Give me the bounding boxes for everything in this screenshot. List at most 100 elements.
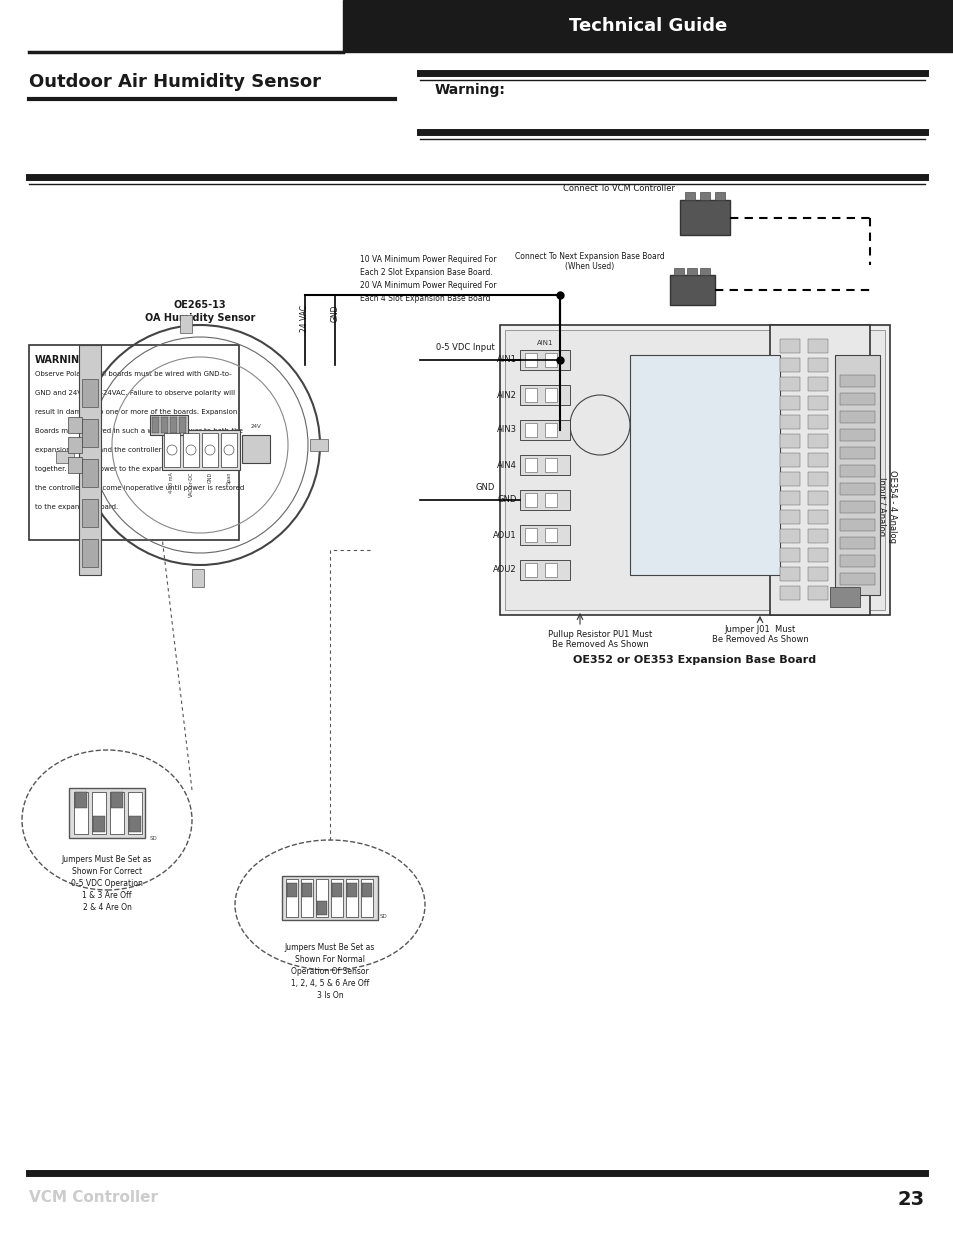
Text: expansion boards and the controller are always powered: expansion boards and the controller are … bbox=[35, 447, 233, 453]
Text: OE265-13: OE265-13 bbox=[173, 300, 226, 310]
Bar bbox=[110, 792, 124, 834]
Text: Jumpers Must Be Set as: Jumpers Must Be Set as bbox=[285, 944, 375, 952]
Bar bbox=[332, 883, 341, 897]
Bar bbox=[179, 417, 186, 433]
Bar bbox=[331, 879, 343, 918]
Bar bbox=[82, 499, 98, 527]
Text: AIN1: AIN1 bbox=[497, 356, 517, 364]
Text: Jumpers Must Be Set as: Jumpers Must Be Set as bbox=[62, 855, 152, 864]
Text: WARNING!!: WARNING!! bbox=[35, 354, 97, 366]
Bar bbox=[780, 415, 800, 429]
Bar bbox=[807, 548, 827, 562]
Bar bbox=[840, 429, 874, 441]
Bar bbox=[780, 433, 800, 448]
Text: GND: GND bbox=[476, 483, 495, 492]
Bar bbox=[56, 451, 74, 463]
Bar bbox=[840, 375, 874, 387]
Bar bbox=[29, 345, 239, 540]
Text: Each 2 Slot Expansion Base Board.: Each 2 Slot Expansion Base Board. bbox=[359, 268, 493, 277]
Bar bbox=[79, 345, 101, 576]
Text: together. Loss of power to the expansion board will cause: together. Loss of power to the expansion… bbox=[35, 466, 236, 472]
Text: the controller to become inoperative until power is restored: the controller to become inoperative unt… bbox=[35, 485, 244, 492]
Bar bbox=[360, 879, 373, 918]
Text: OE354 - 4 Analog
Input / Analog
Output Board: OE354 - 4 Analog Input / Analog Output B… bbox=[866, 471, 896, 543]
Bar bbox=[807, 358, 827, 372]
Bar bbox=[361, 883, 372, 897]
Bar bbox=[807, 453, 827, 467]
Bar bbox=[840, 537, 874, 550]
Bar bbox=[524, 353, 537, 367]
Bar bbox=[519, 350, 569, 370]
Bar bbox=[242, 435, 270, 463]
Bar bbox=[221, 433, 236, 467]
Text: 24V: 24V bbox=[251, 424, 261, 429]
Bar bbox=[302, 883, 312, 897]
Text: Warning:: Warning: bbox=[435, 83, 505, 98]
Bar bbox=[524, 493, 537, 508]
Text: Jumper J01  Must
Be Removed As Shown: Jumper J01 Must Be Removed As Shown bbox=[711, 625, 807, 645]
Text: AOU2: AOU2 bbox=[493, 566, 517, 574]
Text: 3 Is On: 3 Is On bbox=[316, 990, 343, 1000]
Bar bbox=[544, 458, 557, 472]
Text: GND: GND bbox=[208, 472, 213, 483]
Bar bbox=[700, 191, 709, 200]
Bar bbox=[780, 585, 800, 600]
Bar bbox=[544, 493, 557, 508]
Bar bbox=[74, 792, 88, 834]
Bar bbox=[679, 200, 729, 235]
Text: result in damage to one or more of the boards. Expansion: result in damage to one or more of the b… bbox=[35, 409, 237, 415]
Text: VAC-or-DC: VAC-or-DC bbox=[189, 472, 193, 498]
Bar bbox=[840, 483, 874, 495]
Bar bbox=[840, 466, 874, 477]
Bar bbox=[544, 563, 557, 577]
Bar bbox=[544, 424, 557, 437]
Bar bbox=[780, 396, 800, 410]
Text: Shown For Correct: Shown For Correct bbox=[71, 867, 142, 876]
Bar bbox=[807, 338, 827, 353]
Text: Connect To Next Expansion Base Board
(When Used): Connect To Next Expansion Base Board (Wh… bbox=[515, 252, 664, 270]
Text: AIN1: AIN1 bbox=[537, 340, 553, 346]
Text: Observe Polarity! All boards must be wired with GND-to-: Observe Polarity! All boards must be wir… bbox=[35, 370, 232, 377]
Text: AOU1: AOU1 bbox=[493, 531, 517, 540]
Bar bbox=[129, 816, 141, 832]
Bar bbox=[840, 411, 874, 424]
Bar bbox=[282, 876, 377, 920]
Bar bbox=[180, 315, 192, 333]
Bar bbox=[347, 883, 356, 897]
Bar bbox=[524, 563, 537, 577]
Text: GND: GND bbox=[497, 495, 517, 505]
Bar bbox=[519, 454, 569, 475]
Bar bbox=[164, 433, 180, 467]
Bar bbox=[82, 538, 98, 567]
Text: Connect To VCM Controller: Connect To VCM Controller bbox=[562, 184, 675, 193]
Bar bbox=[669, 275, 714, 305]
Bar bbox=[315, 879, 328, 918]
Bar bbox=[769, 325, 869, 615]
Bar bbox=[700, 268, 709, 275]
Text: AIN4: AIN4 bbox=[497, 461, 517, 469]
Bar bbox=[524, 529, 537, 542]
Bar bbox=[780, 358, 800, 372]
Bar bbox=[91, 792, 106, 834]
Bar bbox=[714, 191, 724, 200]
Bar bbox=[807, 415, 827, 429]
Bar bbox=[840, 573, 874, 585]
Text: Technical Guide: Technical Guide bbox=[568, 17, 726, 35]
Bar bbox=[686, 268, 697, 275]
Bar bbox=[82, 379, 98, 408]
Bar bbox=[780, 529, 800, 543]
Bar bbox=[544, 353, 557, 367]
Bar bbox=[807, 567, 827, 580]
Bar bbox=[780, 510, 800, 524]
Bar bbox=[807, 396, 827, 410]
Text: GND and 24VAC-to-24VAC. Failure to observe polarity will: GND and 24VAC-to-24VAC. Failure to obser… bbox=[35, 390, 234, 396]
Bar bbox=[807, 433, 827, 448]
Bar bbox=[128, 792, 142, 834]
Bar bbox=[82, 419, 98, 447]
Bar bbox=[807, 510, 827, 524]
Bar bbox=[202, 433, 218, 467]
Bar bbox=[780, 567, 800, 580]
Bar bbox=[684, 191, 695, 200]
Bar bbox=[68, 457, 82, 473]
Bar bbox=[629, 354, 780, 576]
